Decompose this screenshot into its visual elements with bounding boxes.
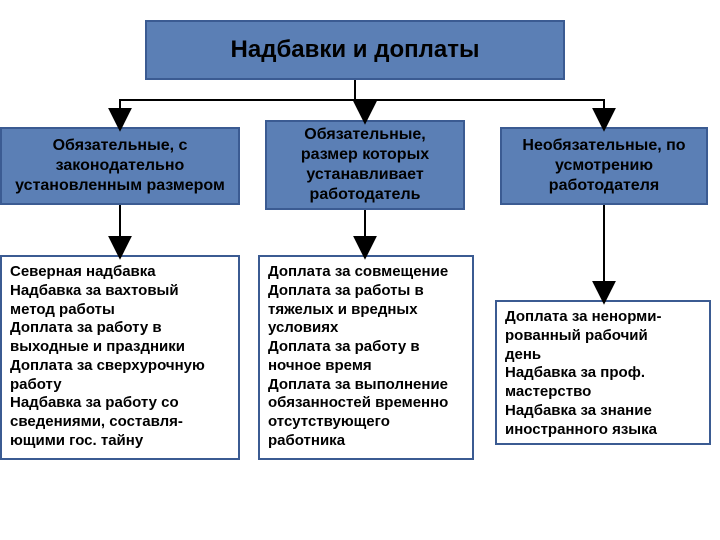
category-box-2: Необязательные, по усмотрению работодате… xyxy=(500,127,708,205)
detail-box-2: Доплата за ненорми- рованный рабочий ден… xyxy=(495,300,711,445)
title-box: Надбавки и доплаты xyxy=(145,20,565,80)
detail-box-0: Северная надбавка Надбавка за вахтовый м… xyxy=(0,255,240,460)
category-box-0: Обязательные, с законодательно установле… xyxy=(0,127,240,205)
detail-box-1: Доплата за совмещение Доплата за работы … xyxy=(258,255,474,460)
category-box-1: Обязательные, размер которых устанавлива… xyxy=(265,120,465,210)
